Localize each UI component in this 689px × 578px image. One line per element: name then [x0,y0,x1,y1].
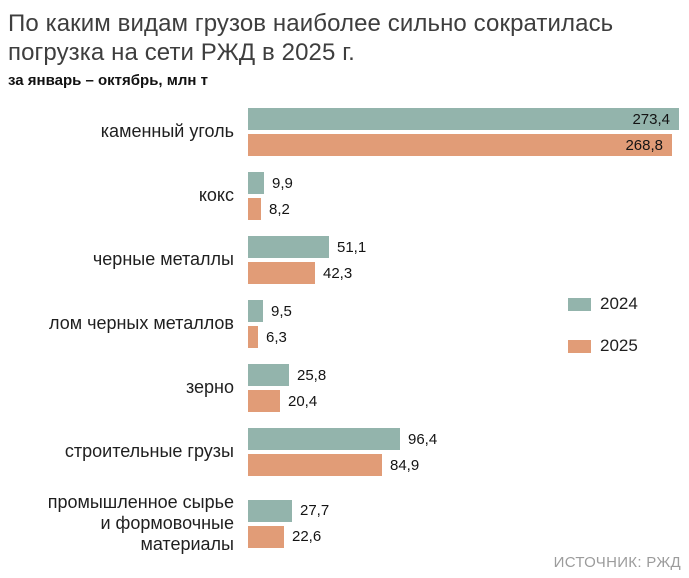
bar-line: 22,6 [248,525,689,548]
value-label: 268,8 [625,136,663,154]
legend-swatch-icon [568,339,591,353]
category-label: кокс [198,185,234,206]
value-label: 42,3 [323,264,353,282]
bar-2025 [248,326,258,348]
category-label: промышленное сырье и формовочные материа… [47,492,234,555]
value-label: 27,7 [300,502,330,520]
bar-group: промышленное сырье и формовочные материа… [0,492,689,556]
value-label: 9,9 [272,174,293,192]
bar-group: каменный уголь 273,4 268,8 [0,108,689,156]
bar-2025 [248,390,280,412]
category-label: зерно [185,377,234,398]
legend-item: 2024 [568,294,638,314]
value-label: 8,2 [269,200,290,218]
bar-line: 51,1 [248,236,689,258]
bar-line: 20,4 [248,390,689,412]
value-label: 22,6 [292,528,322,546]
bar-2024 [248,499,292,522]
bar-line: 8,2 [248,198,689,220]
category-label: лом черных металлов [49,313,234,334]
legend-label: 2025 [600,336,638,355]
bar-group: кокс 9,9 8,2 [0,172,689,220]
bar-line: 25,8 [248,364,689,386]
bar-line: 96,4 [248,428,689,450]
bar-line: 84,9 [248,454,689,476]
value-label: 84,9 [390,456,420,474]
bar-2024 [248,428,400,450]
value-label: 51,1 [337,238,367,256]
value-label: 25,8 [297,366,327,384]
bar-2025 [248,262,315,284]
bar-2024 [248,172,264,194]
bar-2025 [248,198,261,220]
chart-title: По каким видам грузов наиболее сильно со… [8,10,614,66]
bar-2024 [248,364,289,386]
bar-pair: 27,7 22,6 [248,499,689,548]
value-label: 20,4 [288,392,318,410]
bar-pair: 51,1 42,3 [248,236,689,284]
chart-subtitle: за январь – октябрь, млн т [8,71,208,89]
bar-2024 [248,300,263,322]
legend-label: 2024 [600,294,638,313]
bar-2025 [248,454,382,476]
legend-swatch-icon [568,297,591,311]
bar-group: лом черных металлов 9,5 6,3 [0,300,689,348]
bar-line: 9,9 [248,172,689,194]
bar-pair: 273,4 268,8 [248,108,689,156]
bar-pair: 9,9 8,2 [248,172,689,220]
value-label: 273,4 [632,110,670,128]
bar-group: черные металлы 51,1 42,3 [0,236,689,284]
bar-group: строительные грузы 96,4 84,9 [0,428,689,476]
category-label: строительные грузы [64,441,234,462]
bar-2024: 273,4 [248,108,679,130]
bar-line: 27,7 [248,499,689,522]
bar-pair: 9,5 6,3 [248,300,689,348]
bar-line: 268,8 [248,134,689,156]
value-label: 6,3 [266,328,287,346]
bar-line: 9,5 [248,300,689,322]
bar-pair: 25,8 20,4 [248,364,689,412]
bar-group: зерно 25,8 20,4 [0,364,689,412]
bar-pair: 96,4 84,9 [248,428,689,476]
source-note: ИСТОЧНИК: РЖД [553,554,681,571]
bar-chart: каменный уголь 273,4 268,8 кокс 9,9 8,2 черные… [0,108,689,572]
category-label: черные металлы [92,249,234,270]
value-label: 96,4 [408,430,438,448]
bar-2024 [248,236,329,258]
bar-line: 42,3 [248,262,689,284]
legend-item: 2025 [568,336,638,356]
legend: 2024 2025 [568,294,638,378]
category-label: каменный уголь [100,121,234,142]
bar-line: 273,4 [248,108,689,130]
bar-2025 [248,525,284,548]
bar-2025: 268,8 [248,134,672,156]
value-label: 9,5 [271,302,292,320]
bar-line: 6,3 [248,326,689,348]
